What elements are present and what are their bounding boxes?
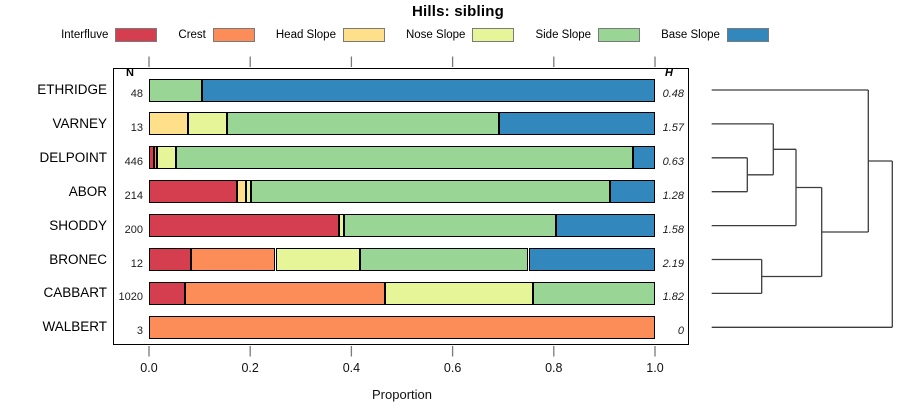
legend-item-crest: Crest [178,28,255,42]
stacked-bar [149,248,655,271]
bar-segment-nose-slope [157,146,176,170]
stacked-bar [149,315,655,339]
bar-segment-interfluve [149,146,155,170]
row-h-value: 1.28 [662,189,684,202]
row-h-value: 1.57 [662,121,684,134]
row-h-value: 1.82 [662,291,684,304]
legend-item-head-slope: Head Slope [276,28,385,42]
legend-item-side-slope: Side Slope [535,28,641,42]
legend-item-base-slope: Base Slope [661,28,769,42]
bar-segment-side-slope [360,248,529,271]
legend-label: Base Slope [661,29,720,41]
bar-segment-base-slope [633,146,655,170]
legend-label: Side Slope [535,29,592,41]
x-tick-label: 0.6 [443,361,462,375]
bar-segment-base-slope [609,180,655,204]
bar-segment-interfluve [149,180,237,204]
x-tick-label: 0.8 [545,361,563,375]
row-label: ETHRIDGE [37,82,107,97]
row-n-count: 446 [124,155,143,168]
row-h-value: 0.48 [662,88,684,100]
bar-segment-head-slope [236,180,247,204]
bar-segment-interfluve [149,281,185,305]
legend-swatch-icon [472,28,515,42]
bar-segment-base-slope [499,112,655,136]
bar-segment-nose-slope [384,281,533,305]
legend-label: Interfluve [61,29,109,41]
bar-segment-crest [184,281,385,305]
stacked-bar [149,78,655,102]
bar-segment-crest [154,146,158,170]
row-n-count: 3 [136,325,143,338]
stacked-bar [149,214,655,238]
x-tick-label: 0.2 [241,361,259,375]
bar-segment-nose-slope [275,248,360,271]
legend-item-interfluve: Interfluve [61,28,158,42]
stacked-bar [149,112,655,136]
row-n-count: 214 [124,189,143,202]
row-n-count: 12 [130,257,143,270]
legend-swatch-icon [598,28,641,42]
row-label: WALBERT [42,319,107,335]
row-n-count: 1020 [118,291,143,304]
bar-segment-nose-slope [246,180,251,204]
stacked-bar [149,180,655,204]
x-tick-label: 0.0 [140,361,158,375]
h-column-header: H [665,67,673,79]
row-n-count: 13 [130,121,143,134]
row-n-count: 200 [124,223,143,236]
bar-segment-base-slope [528,248,655,271]
row-label: VARNEY [52,115,107,131]
bar-segment-side-slope [532,281,655,305]
row-label: DELPOINT [39,149,107,165]
x-tick-label: 0.4 [342,361,361,375]
row-h-value: 1.58 [662,223,684,236]
stacked-bar [149,146,655,170]
n-column-header: N [126,67,134,79]
bar-segment-base-slope [556,214,655,238]
bar-segment-nose-slope [338,214,344,238]
row-h-value: 0 [677,325,684,338]
row-label: SHODDY [49,217,107,233]
row-h-value: 2.19 [662,257,684,270]
legend-swatch-icon [115,28,158,42]
legend-label: Nose Slope [405,29,466,41]
bar-segment-crest [149,315,655,339]
x-axis-title: Proportion [372,387,432,402]
row-n-count: 48 [130,88,143,100]
bar-segment-crest [190,248,276,271]
legend-swatch-icon [726,28,769,42]
bar-segment-side-slope [149,78,202,102]
bar-segment-side-slope [343,214,557,238]
x-tick-label: 1.0 [646,361,664,375]
bar-segment-interfluve [149,248,191,271]
stacked-bar [149,281,655,305]
bar-segment-side-slope [250,180,610,204]
legend-label: Head Slope [275,29,336,41]
legend-swatch-icon [212,28,255,42]
bar-segment-side-slope [226,112,500,136]
chart-title: Hills: sibling [412,3,504,20]
bar-segment-side-slope [175,146,634,170]
legend-swatch-icon [342,28,385,42]
bar-segment-nose-slope [187,112,227,136]
legend-item-nose-slope: Nose Slope [405,28,515,42]
legend-label: Crest [178,29,206,41]
bar-segment-interfluve [149,214,339,238]
legend: Interfluve Crest Head Slope Nose Slope Side … [0,26,830,44]
row-label: BRONEC [49,251,107,267]
bar-segment-head-slope [149,112,188,136]
row-label: ABOR [68,183,107,199]
bar-segment-base-slope [201,78,655,102]
row-label: CABBART [43,285,107,301]
row-h-value: 0.63 [662,155,684,168]
